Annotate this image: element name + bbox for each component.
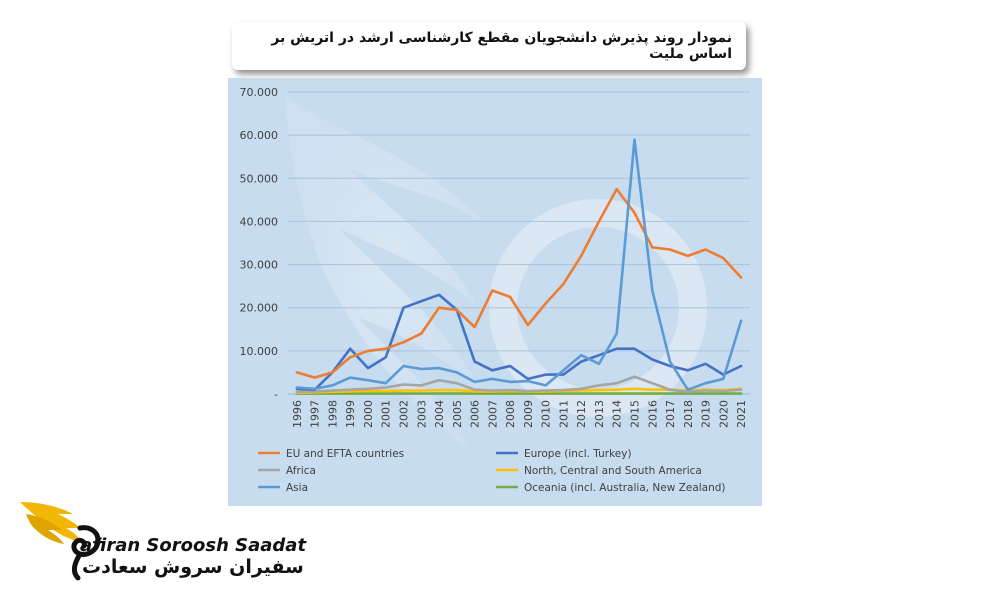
legend-label: North, Central and South America	[524, 465, 702, 477]
series-line	[295, 375, 743, 394]
chart-legend: EU and EFTA countries Europe (incl. Turke…	[258, 448, 726, 494]
y-tick-label: 20.000	[240, 302, 279, 315]
x-axis: 1996 1997 1998 1999 2000 2001 2002 2003 2004 2005…	[291, 400, 748, 428]
y-tick-label: 40.000	[240, 215, 279, 228]
x-tick-label: 2018	[682, 400, 695, 428]
y-tick-label: 60.000	[240, 129, 279, 142]
y-tick-label: 30.000	[240, 259, 279, 272]
company-logo	[20, 502, 101, 581]
x-tick-label: 2013	[593, 400, 606, 428]
x-tick-label: 2004	[433, 400, 446, 428]
x-tick-label: 2009	[522, 400, 535, 428]
x-tick-label: 2005	[451, 400, 464, 428]
series-line	[295, 293, 743, 392]
legend-label: Africa	[286, 465, 316, 477]
x-tick-label: 2021	[735, 400, 748, 428]
line-chart: - 10.000 20.000 30.000 40.000 50.000 60.000 70.…	[240, 86, 750, 494]
x-tick-label: 1996	[291, 400, 304, 428]
x-tick-label: 2002	[398, 400, 411, 428]
x-tick-label: 2010	[540, 400, 553, 428]
y-tick-label: 70.000	[240, 86, 279, 99]
x-tick-label: 2008	[504, 400, 517, 428]
logo-text-persian: سفیران سروش سعادت	[82, 556, 304, 578]
x-tick-label: 1997	[309, 400, 322, 428]
x-tick-label: 2000	[362, 400, 375, 428]
y-axis: - 10.000 20.000 30.000 40.000 50.000 60.000 70.…	[240, 86, 279, 401]
legend-label: EU and EFTA countries	[286, 448, 404, 460]
logo-text-english: afiran Soroosh Saadat	[80, 535, 307, 556]
x-tick-label: 2015	[629, 400, 642, 428]
x-tick-label: 2012	[575, 400, 588, 428]
x-tick-label: 2001	[380, 400, 393, 428]
x-tick-label: 2014	[611, 400, 624, 428]
chart-panel: - 10.000 20.000 30.000 40.000 50.000 60.000 70.…	[228, 78, 762, 506]
watermark-logo	[286, 98, 707, 448]
x-tick-label: 2019	[700, 400, 713, 428]
x-tick-label: 1998	[326, 400, 339, 428]
x-tick-label: 1999	[344, 400, 357, 428]
y-tick-label: 10.000	[240, 345, 279, 358]
bird-wing-icon	[20, 502, 101, 581]
legend-label: Oceania (incl. Australia, New Zealand)	[524, 482, 726, 494]
x-tick-label: 2011	[557, 400, 570, 428]
y-tick-label: -	[274, 388, 278, 401]
legend-label: Asia	[286, 482, 308, 494]
y-tick-label: 50.000	[240, 172, 279, 185]
x-tick-label: 2006	[469, 400, 482, 428]
x-tick-label: 2017	[664, 400, 677, 428]
chart-series	[295, 138, 743, 395]
legend-label: Europe (incl. Turkey)	[524, 448, 632, 460]
x-tick-label: 2007	[486, 400, 499, 428]
x-tick-label: 2020	[717, 400, 730, 428]
chart-title: نمودار روند پذیرش دانشجویان مقطع کارشناس…	[232, 22, 746, 70]
series-line	[295, 138, 743, 392]
series-line	[295, 187, 743, 379]
x-tick-label: 2016	[646, 400, 659, 428]
x-tick-label: 2003	[415, 400, 428, 428]
